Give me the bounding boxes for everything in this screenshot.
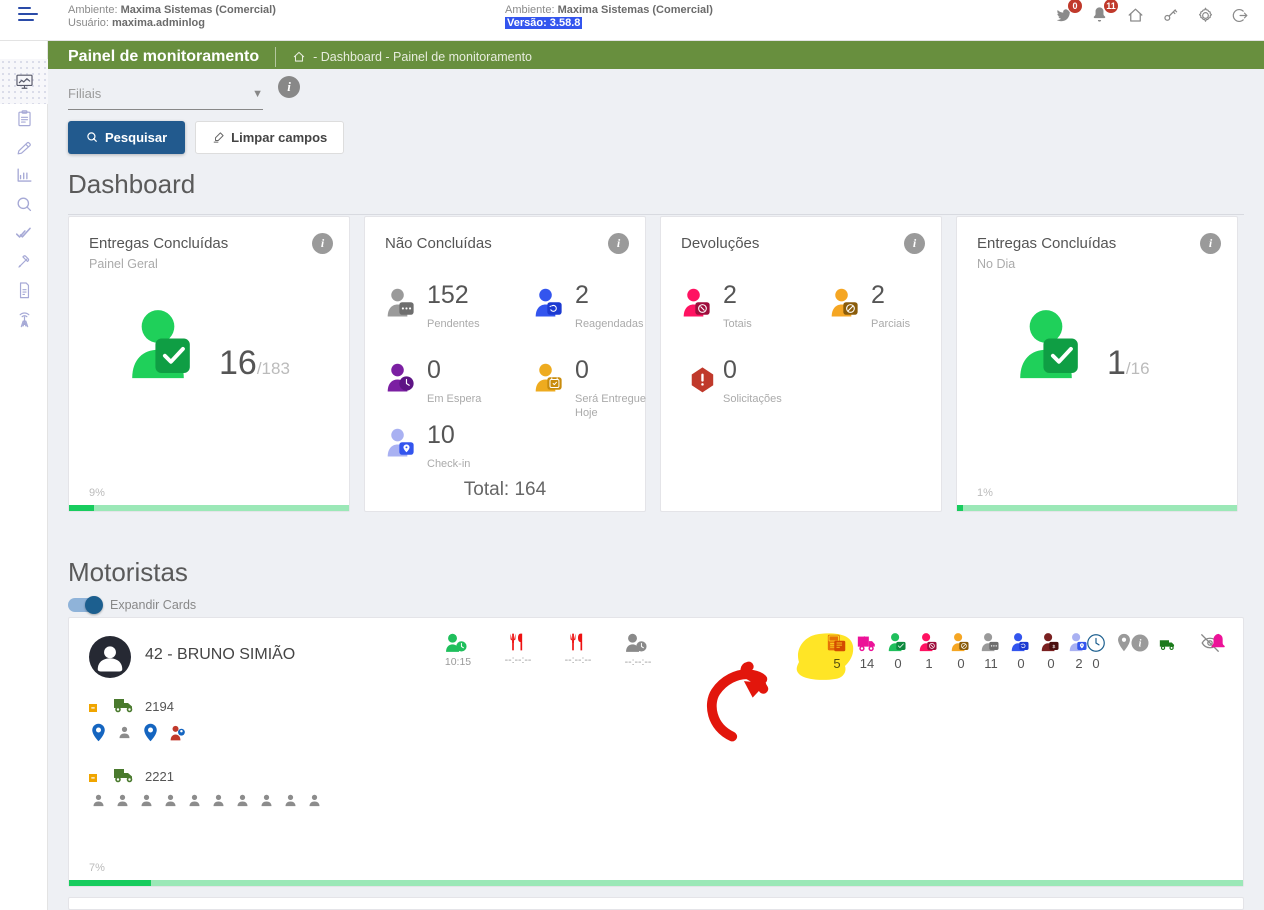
svg-text:i: i [1139, 639, 1142, 650]
svg-text:A: A [22, 322, 27, 328]
svg-text:$: $ [1053, 644, 1056, 650]
